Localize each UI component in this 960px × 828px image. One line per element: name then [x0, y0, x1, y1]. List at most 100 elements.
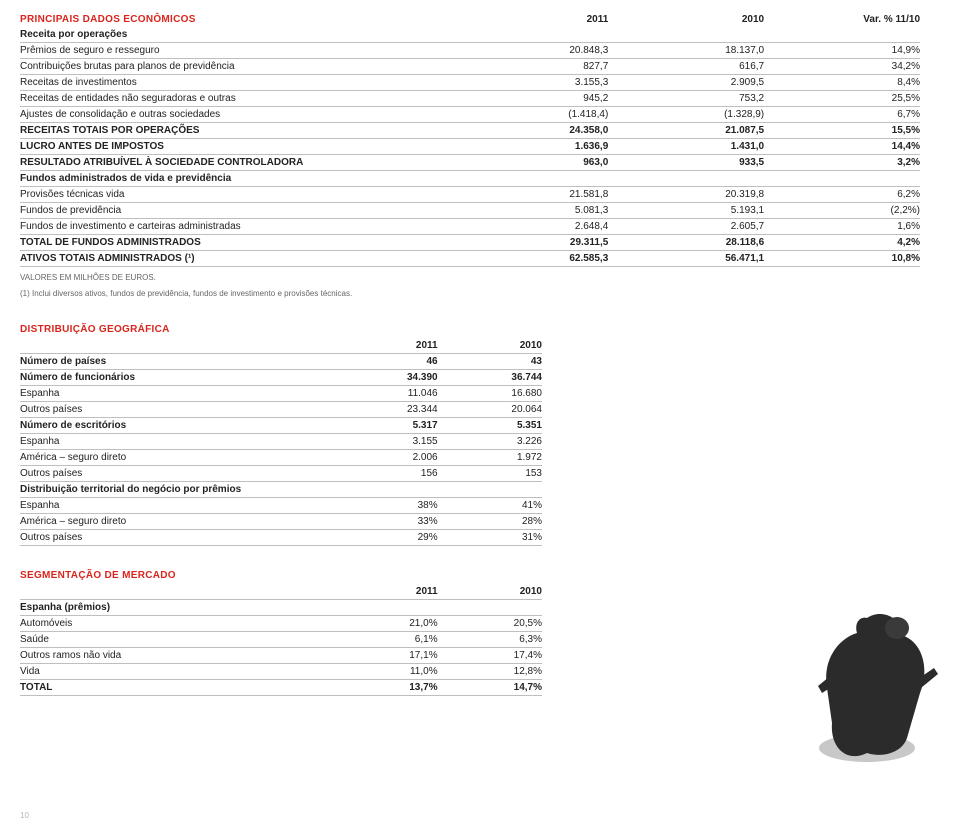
table-row: Ajustes de consolidação e outras socieda… [20, 107, 920, 123]
row-value: 3,2% [764, 155, 920, 171]
table2-header-2010: 2010 [438, 338, 542, 354]
row-value: 29% [333, 529, 437, 545]
table-row: Espanha38%41% [20, 497, 542, 513]
row-value: 1.972 [438, 449, 542, 465]
table-row: Número de países4643 [20, 353, 542, 369]
row-label: ATIVOS TOTAIS ADMINISTRADOS (¹) [20, 251, 452, 267]
row-value [438, 481, 542, 497]
row-value: 1,6% [764, 219, 920, 235]
row-label: RESULTADO ATRIBUÍVEL À SOCIEDADE CONTROL… [20, 155, 452, 171]
row-label: Receitas de entidades não seguradoras e … [20, 91, 452, 107]
row-value: 1.431,0 [608, 139, 764, 155]
row-label: América – seguro direto [20, 449, 333, 465]
row-value: 20.319,8 [608, 187, 764, 203]
row-value: 33% [333, 513, 437, 529]
row-value: 17,1% [333, 647, 437, 663]
row-label: Vida [20, 663, 333, 679]
table-row: Contribuições brutas para planos de prev… [20, 59, 920, 75]
row-value: 3.155,3 [452, 75, 608, 91]
table-row: Prêmios de seguro e resseguro20.848,318.… [20, 43, 920, 59]
row-value: 4,2% [764, 235, 920, 251]
row-value: 29.311,5 [452, 235, 608, 251]
row-value: 18.137,0 [608, 43, 764, 59]
row-label: Número de funcionários [20, 369, 333, 385]
table3-header-2010: 2010 [438, 584, 542, 600]
table-row: América – seguro direto33%28% [20, 513, 542, 529]
row-label: Espanha [20, 433, 333, 449]
table3-header-2011: 2011 [333, 584, 437, 600]
table-row: Número de funcionários34.39036.744 [20, 369, 542, 385]
table-row: Fundos de previdência5.081,35.193,1(2,2%… [20, 203, 920, 219]
row-value: 20.848,3 [452, 43, 608, 59]
row-value: 5.351 [438, 417, 542, 433]
table-row: TOTAL DE FUNDOS ADMINISTRADOS29.311,528.… [20, 235, 920, 251]
table-row: LUCRO ANTES DE IMPOSTOS1.636,91.431,014,… [20, 139, 920, 155]
table-row: Fundos de investimento e carteiras admin… [20, 219, 920, 235]
row-value: 933,5 [608, 155, 764, 171]
row-value: 31% [438, 529, 542, 545]
row-label: Espanha (prêmios) [20, 599, 333, 615]
row-value: 3.155 [333, 433, 437, 449]
economic-data-table: PRINCIPAIS DADOS ECONÔMICOS 2011 2010 Va… [20, 12, 920, 267]
row-value: 2.909,5 [608, 75, 764, 91]
row-label: TOTAL DE FUNDOS ADMINISTRADOS [20, 235, 452, 251]
page-number: 10 [20, 811, 29, 820]
table2-header-2011: 2011 [333, 338, 437, 354]
row-label: LUCRO ANTES DE IMPOSTOS [20, 139, 452, 155]
row-label: América – seguro direto [20, 513, 333, 529]
person-figure-icon [812, 598, 942, 768]
row-value: 25,5% [764, 91, 920, 107]
row-value: 6,3% [438, 631, 542, 647]
row-value: 827,7 [452, 59, 608, 75]
table1-footnote2: (1) Inclui diversos ativos, fundos de pr… [20, 289, 920, 299]
table-row: América – seguro direto2.0061.972 [20, 449, 542, 465]
table1-header-var: Var. % 11/10 [764, 12, 920, 27]
row-value: 3.226 [438, 433, 542, 449]
row-label: Outros países [20, 529, 333, 545]
table-row: Outros países29%31% [20, 529, 542, 545]
row-value: 5.317 [333, 417, 437, 433]
row-label: TOTAL [20, 679, 333, 695]
table-row: TOTAL13,7%14,7% [20, 679, 542, 695]
row-value [608, 171, 764, 187]
row-label: Receitas de investimentos [20, 75, 452, 91]
row-value: 616,7 [608, 59, 764, 75]
row-label: Número de países [20, 353, 333, 369]
row-label: Saúde [20, 631, 333, 647]
row-value: 24.358,0 [452, 123, 608, 139]
row-value: 34,2% [764, 59, 920, 75]
table1-title: PRINCIPAIS DADOS ECONÔMICOS [20, 14, 196, 28]
table-row: Receita por operações [20, 27, 920, 43]
row-label: Contribuições brutas para planos de prev… [20, 59, 452, 75]
row-label: Fundos de previdência [20, 203, 452, 219]
row-value: 20,5% [438, 615, 542, 631]
row-value: 13,7% [333, 679, 437, 695]
row-value [608, 27, 764, 43]
table-row: Provisões técnicas vida21.581,820.319,86… [20, 187, 920, 203]
row-value: 23.344 [333, 401, 437, 417]
row-value: 6,2% [764, 187, 920, 203]
row-value: 21,0% [333, 615, 437, 631]
table-row: Outros países23.34420.064 [20, 401, 542, 417]
row-value: 34.390 [333, 369, 437, 385]
table-row: Automóveis21,0%20,5% [20, 615, 542, 631]
table-row: Saúde6,1%6,3% [20, 631, 542, 647]
row-value: 10,8% [764, 251, 920, 267]
row-value: 6,1% [333, 631, 437, 647]
table-row: Receitas de investimentos3.155,32.909,58… [20, 75, 920, 91]
row-value: 14,7% [438, 679, 542, 695]
row-value: 153 [438, 465, 542, 481]
row-label: Espanha [20, 497, 333, 513]
row-value: 14,9% [764, 43, 920, 59]
row-value: 41% [438, 497, 542, 513]
row-label: Distribuição territorial do negócio por … [20, 481, 333, 497]
row-value: 11,0% [333, 663, 437, 679]
row-value [438, 599, 542, 615]
row-value: 2.006 [333, 449, 437, 465]
row-value: 36.744 [438, 369, 542, 385]
table-row: Fundos administrados de vida e previdênc… [20, 171, 920, 187]
row-value: 2.648,4 [452, 219, 608, 235]
row-value: 17,4% [438, 647, 542, 663]
row-label: RECEITAS TOTAIS POR OPERAÇÕES [20, 123, 452, 139]
table-row: Distribuição territorial do negócio por … [20, 481, 542, 497]
